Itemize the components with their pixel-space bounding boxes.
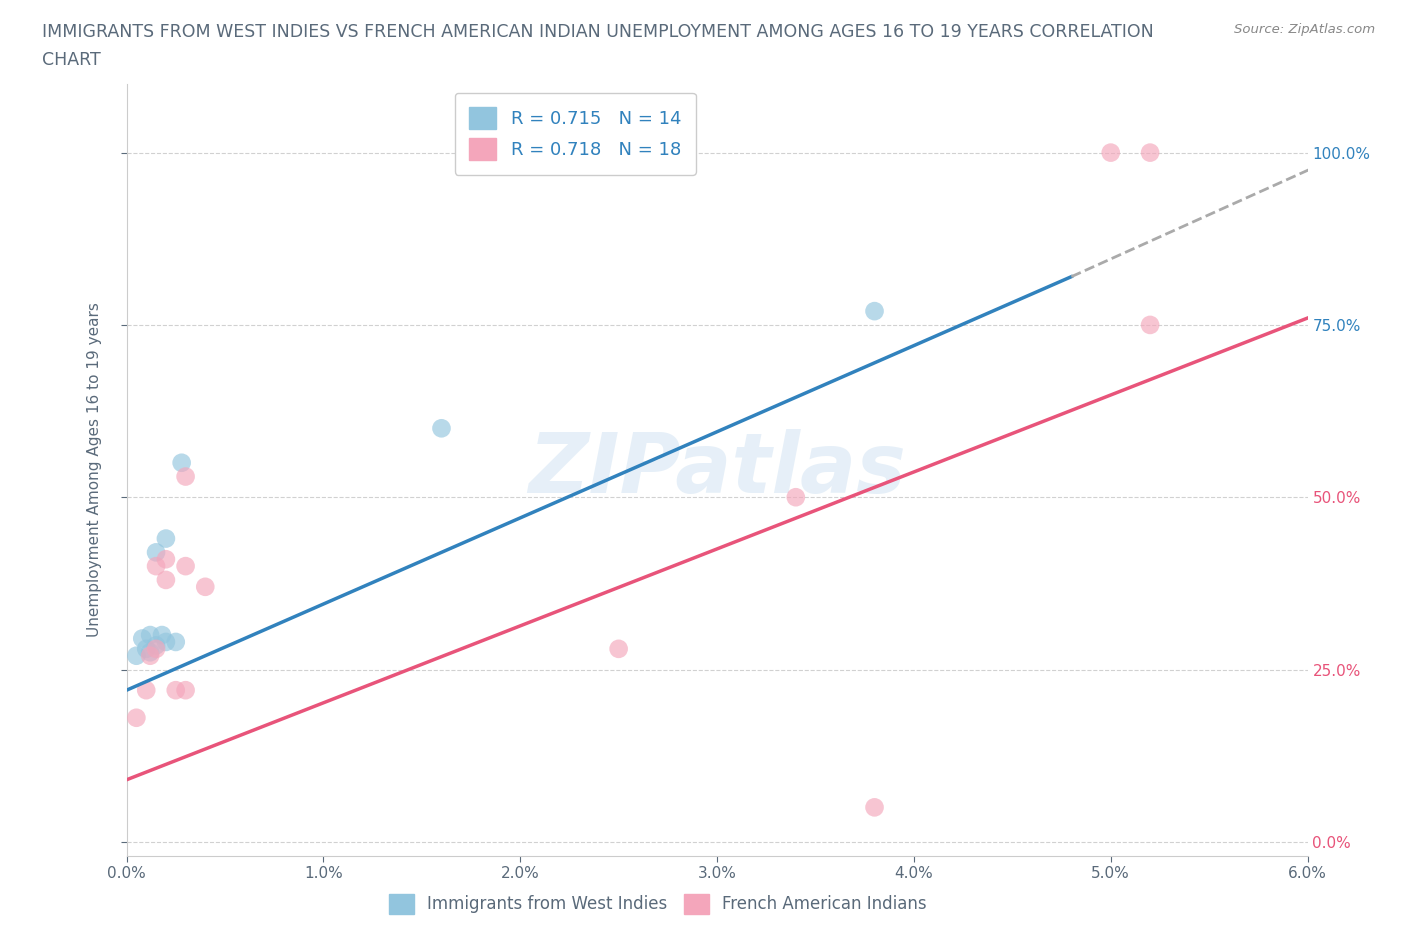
Point: [145, 545, 167, 560]
Point: [125, 648, 148, 663]
Point: [194, 579, 217, 594]
Y-axis label: Unemployment Among Ages 16 to 19 years: Unemployment Among Ages 16 to 19 years: [87, 302, 103, 637]
Point: [863, 800, 886, 815]
Point: [135, 683, 157, 698]
Point: [165, 683, 187, 698]
Point: [1099, 145, 1122, 160]
Point: [131, 631, 153, 646]
Text: Source: ZipAtlas.com: Source: ZipAtlas.com: [1234, 23, 1375, 36]
Point: [174, 469, 197, 484]
Point: [139, 644, 162, 659]
Point: [430, 421, 453, 436]
Point: [785, 490, 807, 505]
Point: [1139, 145, 1161, 160]
Point: [145, 638, 167, 653]
Point: [165, 634, 187, 649]
Point: [150, 628, 173, 643]
Point: [125, 711, 148, 725]
Point: [139, 648, 162, 663]
Point: [170, 456, 193, 471]
Point: [863, 304, 886, 319]
Point: [155, 531, 177, 546]
Point: [135, 642, 157, 657]
Point: [145, 559, 167, 574]
Text: ZIPatlas: ZIPatlas: [529, 429, 905, 511]
Point: [139, 628, 162, 643]
Point: [174, 559, 197, 574]
Point: [145, 642, 167, 657]
Point: [155, 634, 177, 649]
Text: IMMIGRANTS FROM WEST INDIES VS FRENCH AMERICAN INDIAN UNEMPLOYMENT AMONG AGES 16: IMMIGRANTS FROM WEST INDIES VS FRENCH AM…: [42, 23, 1154, 41]
Point: [155, 573, 177, 588]
Point: [155, 551, 177, 566]
Legend: Immigrants from West Indies, French American Indians: Immigrants from West Indies, French Amer…: [382, 887, 934, 921]
Point: [174, 683, 197, 698]
Text: CHART: CHART: [42, 51, 101, 69]
Point: [607, 642, 630, 657]
Point: [1139, 317, 1161, 332]
